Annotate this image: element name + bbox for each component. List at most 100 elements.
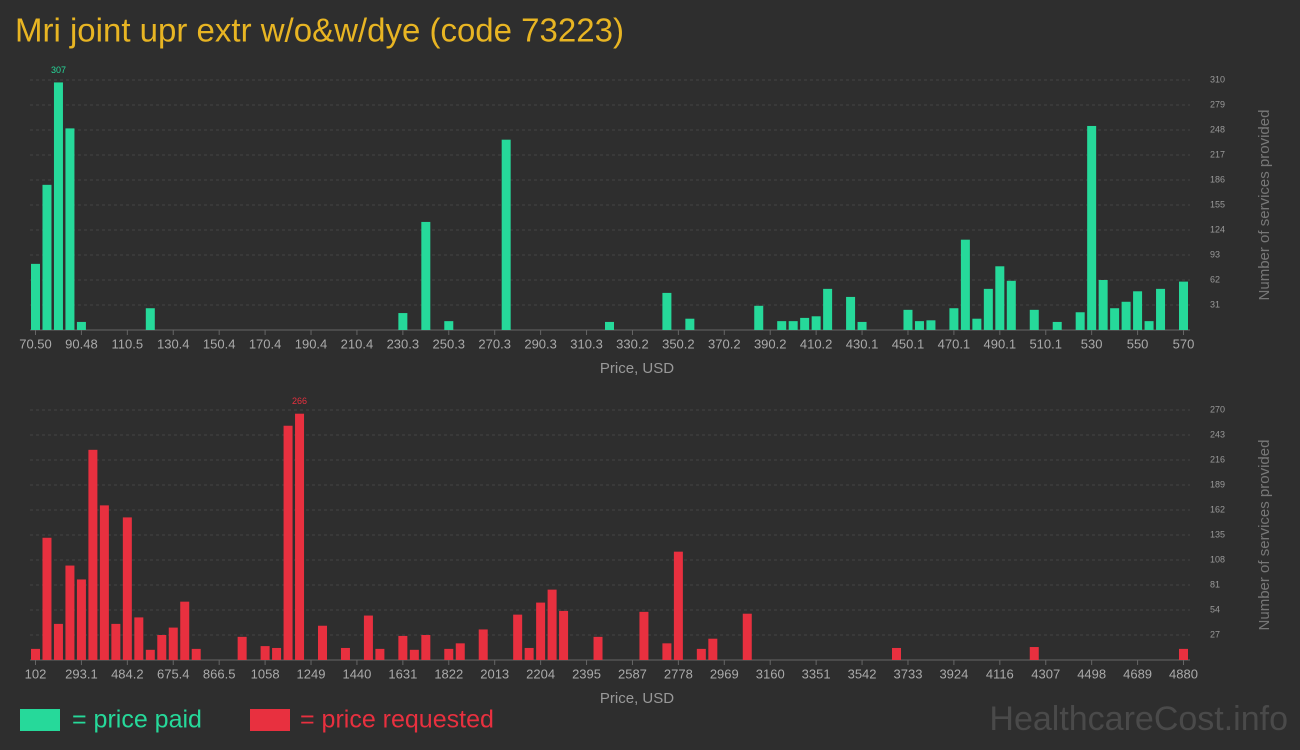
bar	[949, 308, 959, 330]
bar	[31, 648, 40, 660]
bar	[1029, 647, 1039, 660]
bar	[926, 320, 936, 330]
bar	[708, 638, 718, 660]
y-tick-label: 216	[1210, 454, 1225, 464]
chart-title: Mri joint upr extr w/o&w/dye (code 73223…	[15, 12, 624, 49]
bar	[501, 139, 511, 330]
bar	[823, 288, 833, 330]
x-tick-label: 2778	[664, 666, 693, 681]
x-tick-label: 1440	[342, 666, 371, 681]
bar	[478, 629, 488, 660]
bar	[1098, 280, 1108, 330]
bar	[88, 449, 98, 660]
bar	[375, 648, 385, 660]
x-tick-label: 290.3	[524, 336, 557, 351]
bar	[42, 537, 52, 660]
bar	[662, 292, 672, 330]
bar	[914, 321, 924, 330]
bar	[1179, 648, 1188, 660]
x-tick-label: 4498	[1077, 666, 1106, 681]
bar	[260, 646, 270, 660]
bar	[340, 647, 350, 660]
bar	[421, 221, 431, 330]
x-tick-label: 70.50	[19, 336, 52, 351]
y-tick-label: 81	[1210, 579, 1220, 589]
x-tick-label: 550	[1127, 336, 1149, 351]
x-tick-label: 3351	[802, 666, 831, 681]
bar	[1144, 321, 1154, 330]
y-tick-label: 310	[1210, 74, 1225, 84]
bar	[53, 82, 63, 330]
y-tick-label: 108	[1210, 554, 1225, 564]
bar	[1110, 308, 1120, 330]
bar	[536, 602, 546, 660]
x-tick-label: 310.3	[570, 336, 603, 351]
x-tick-label: 3733	[894, 666, 923, 681]
x-axis-title: Price, USD	[600, 360, 674, 377]
bar	[1121, 301, 1131, 330]
x-tick-label: 90.48	[65, 336, 98, 351]
x-tick-label: 410.2	[800, 336, 833, 351]
bar	[972, 318, 982, 330]
legend-swatch	[250, 709, 290, 731]
x-tick-label: 4880	[1169, 666, 1198, 681]
bar	[662, 643, 672, 660]
x-tick-label: 130.4	[157, 336, 190, 351]
x-tick-label: 150.4	[203, 336, 236, 351]
bar	[111, 623, 121, 660]
y-axis-title: Number of services provided	[1256, 440, 1273, 631]
x-tick-label: 390.2	[754, 336, 787, 351]
x-tick-label: 3542	[848, 666, 877, 681]
bar	[42, 184, 52, 330]
bar	[409, 649, 419, 660]
bar	[363, 615, 373, 660]
bar	[995, 266, 1005, 330]
bar	[191, 648, 201, 660]
bar	[122, 517, 132, 660]
x-tick-label: 370.2	[708, 336, 741, 351]
x-tick-label: 2587	[618, 666, 647, 681]
y-tick-label: 27	[1210, 629, 1220, 639]
x-tick-label: 4116	[986, 666, 1014, 681]
bar	[272, 647, 282, 660]
x-tick-label: 2204	[526, 666, 555, 681]
bar	[983, 288, 993, 330]
x-tick-label: 2013	[480, 666, 509, 681]
bar	[398, 635, 408, 660]
max-value-label: 266	[292, 396, 307, 406]
x-tick-label: 490.1	[984, 336, 1017, 351]
bar	[1006, 280, 1016, 330]
x-tick-label: 330.2	[616, 336, 649, 351]
bar	[295, 413, 305, 660]
y-tick-label: 243	[1210, 429, 1225, 439]
x-tick-label: 484.2	[111, 666, 144, 681]
bar	[513, 614, 523, 660]
y-tick-label: 93	[1210, 249, 1220, 259]
y-tick-label: 279	[1210, 99, 1225, 109]
x-tick-label: 675.4	[157, 666, 190, 681]
x-tick-label: 530	[1081, 336, 1103, 351]
bar	[180, 601, 190, 660]
x-tick-label: 510.1	[1029, 336, 1062, 351]
x-tick-label: 350.2	[662, 336, 695, 351]
y-tick-label: 135	[1210, 529, 1225, 539]
bar	[1029, 309, 1039, 330]
y-tick-label: 62	[1210, 274, 1220, 284]
bar	[65, 128, 75, 330]
bar	[76, 579, 86, 660]
y-tick-label: 248	[1210, 124, 1225, 134]
bar	[421, 635, 431, 660]
bar	[398, 313, 408, 330]
bar	[524, 647, 534, 660]
x-tick-label: 2395	[572, 666, 601, 681]
bar	[1133, 291, 1143, 330]
bar	[53, 623, 63, 660]
y-tick-label: 155	[1210, 199, 1225, 209]
bar	[1179, 281, 1188, 330]
watermark: HealthcareCost.info	[989, 700, 1288, 738]
x-tick-label: 1058	[251, 666, 280, 681]
y-tick-label: 124	[1210, 224, 1225, 234]
y-tick-label: 186	[1210, 174, 1225, 184]
bar	[134, 617, 144, 660]
